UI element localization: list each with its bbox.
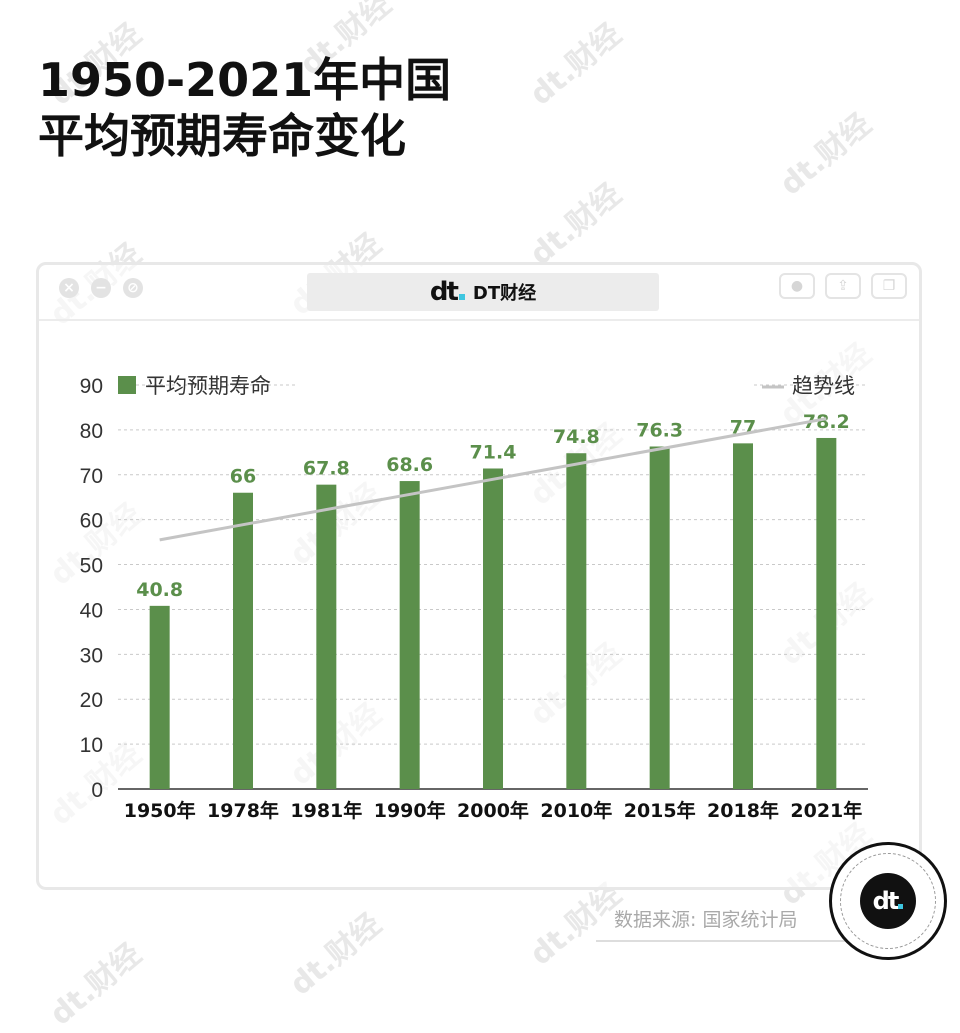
bar — [316, 484, 337, 789]
x-tick-label: 1978年 — [207, 799, 279, 822]
dt-badge-logo-icon: dt — [860, 873, 916, 929]
x-tick-label: 2018年 — [707, 799, 779, 822]
source-note: 数据来源: 国家统计局 — [614, 909, 798, 931]
browser-window: × − ⊘ dt DT财经 ● ⇪ ❐ — [36, 262, 922, 890]
badge-ring: dt — [840, 853, 936, 949]
x-tick-label: 1990年 — [374, 799, 446, 822]
y-tick-label: 70 — [80, 465, 103, 488]
x-tick-label: 2010年 — [540, 799, 612, 822]
legend-trend-label: 趋势线 — [792, 374, 855, 398]
source-divider — [596, 940, 846, 942]
y-tick-label: 50 — [80, 555, 103, 578]
data-label: 66 — [230, 466, 256, 488]
dt-badge: dt — [829, 842, 947, 960]
data-label: 74.8 — [553, 426, 600, 448]
bar — [733, 443, 753, 789]
share-icon[interactable]: ⇪ — [825, 273, 861, 299]
bar — [483, 468, 503, 789]
data-label: 68.6 — [386, 454, 433, 476]
bar — [649, 446, 670, 789]
data-label: 40.8 — [136, 579, 183, 601]
legend-label: 平均预期寿命 — [145, 374, 271, 398]
title-line-2: 平均预期寿命变化 — [38, 109, 406, 163]
y-tick-label: 90 — [80, 375, 103, 398]
window-copy-icon[interactable]: ❐ — [871, 273, 907, 299]
close-icon[interactable]: × — [59, 278, 79, 298]
bar — [233, 492, 253, 789]
y-tick-label: 0 — [91, 779, 103, 802]
data-label: 67.8 — [303, 458, 350, 480]
block-icon[interactable]: ⊘ — [123, 278, 143, 298]
y-tick-label: 10 — [80, 734, 103, 757]
bar — [149, 605, 170, 789]
title-line-1: 1950-2021年中国 — [38, 53, 452, 107]
y-tick-label: 40 — [80, 599, 103, 622]
y-tick-label: 80 — [80, 420, 103, 443]
bar-chart: 0 10 20 30 40 50 60 70 80 90 40.8 1950年 66 1978年 67.8 1… — [80, 374, 868, 822]
dt-logo-icon: dt — [430, 277, 465, 307]
bar — [566, 453, 587, 789]
x-tick-label: 2015年 — [624, 799, 696, 822]
y-tick-label: 20 — [80, 689, 103, 712]
tab-title: DT财经 — [472, 283, 537, 304]
window-titlebar: × − ⊘ dt DT财经 ● ⇪ ❐ — [39, 265, 919, 321]
window-tab[interactable]: dt DT财经 — [307, 273, 659, 311]
minimize-icon[interactable]: − — [91, 278, 111, 298]
data-label: 71.4 — [470, 441, 517, 463]
bar — [399, 481, 420, 789]
bar — [816, 437, 837, 789]
data-label: 78.2 — [803, 411, 850, 433]
legend-swatch — [118, 376, 136, 394]
x-tick-label: 1981年 — [290, 799, 362, 822]
legend-mask — [298, 384, 754, 386]
x-tick-label: 1950年 — [124, 799, 196, 822]
y-tick-label: 30 — [80, 644, 103, 667]
x-tick-label: 2000年 — [457, 799, 529, 822]
trendline — [159, 417, 827, 542]
page-title: 1950-2021年中国 平均预期寿命变化 — [38, 52, 451, 164]
x-tick-label: 2021年 — [790, 799, 862, 822]
y-tick-label: 60 — [80, 510, 103, 533]
record-icon[interactable]: ● — [779, 273, 815, 299]
data-label: 76.3 — [636, 419, 683, 441]
